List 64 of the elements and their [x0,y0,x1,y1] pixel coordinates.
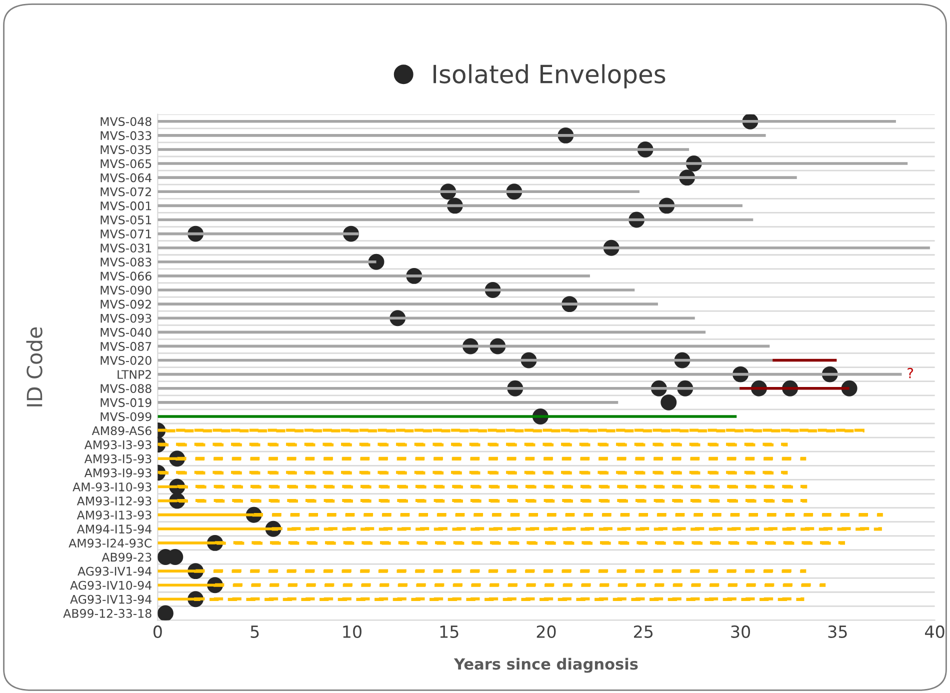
y-tick-label: MVS-051 [100,215,152,224]
x-tick-label: 10 [343,625,362,638]
x-tick-label: 25 [634,625,653,638]
y-tick-label: MVS-001 [100,201,152,210]
x-tick-label: 0 [153,625,162,638]
y-tick-label: AB99-23 [102,552,152,562]
y-tick-label: MVS-072 [100,187,151,196]
y-tick-label: AM93-I3-93 [84,440,152,450]
bar [158,288,635,292]
y-tick-label: AM-93-I10-93 [72,482,152,492]
y-tick-label: MVS-066 [100,272,152,281]
y-tick-label: MVS-099 [100,412,152,422]
y-tick-label: MVS-090 [100,286,152,295]
bar [158,176,797,179]
bar [158,415,737,418]
x-tick-label: 35 [828,625,847,638]
y-tick-label: AM93-I5-93 [84,454,152,464]
bar [158,190,640,194]
y-tick-label: AM89-AS6 [92,426,152,436]
y-tick-label: AG93-IV1-94 [78,566,152,576]
y-tick-label: AM93-I12-93 [76,496,152,506]
y-tick-label: MVS-064 [100,173,152,182]
bar [740,386,850,390]
y-tick-label: LTNP2 [118,370,151,379]
y-axis-title: ID Code [26,327,42,406]
y-tick-label: MVS-048 [100,117,152,126]
bar [158,316,695,320]
bar [158,120,896,123]
y-tick-label: AB99-12-33-18 [63,608,152,618]
x-tick-label: 20 [536,625,556,638]
y-tick-label: AM93-I13-93 [76,510,152,520]
y-tick-label: AM94-I15-94 [76,524,152,534]
y-tick-label: MVS-092 [100,300,151,309]
x-tick-label: 40 [925,625,944,638]
y-tick-label: MVS-020 [100,356,152,365]
y-tick-label: MVS-035 [100,145,152,154]
y-tick-label: AG93-IV10-94 [70,580,152,590]
y-tick-label: MVS-033 [100,131,152,140]
legend-label: Isolated Envelopes [434,64,666,88]
bar [158,401,618,404]
x-tick-label: 5 [250,626,259,638]
x-axis-title: Years since diagnosis [454,658,638,673]
y-tick-label: MVS-083 [100,258,152,267]
bar [158,148,690,151]
bar [158,274,590,278]
y-tick-label: MVS-071 [100,230,152,238]
y-tick-label: MVS-065 [100,159,152,168]
x-tick-label: 15 [440,626,458,638]
data-label: ? [908,368,914,378]
bar [158,260,376,264]
bar [158,386,740,390]
y-tick-label: AM93-I24-93C [68,538,152,548]
y-tick-label: MVS-087 [100,342,152,351]
y-tick-label: AM93-I9-93 [84,468,152,478]
bar [158,162,908,165]
y-tick-label: MVS-040 [100,328,152,337]
x-tick-label: 30 [731,625,750,638]
y-tick-label: MVS-093 [100,314,152,323]
y-tick-label: MVS-088 [100,384,152,394]
y-tick-label: MVS-031 [100,244,152,252]
bar [158,134,766,137]
bar [158,302,658,306]
y-tick-label: MVS-019 [100,398,152,408]
y-tick-label: AG93-IV13-94 [70,594,152,604]
